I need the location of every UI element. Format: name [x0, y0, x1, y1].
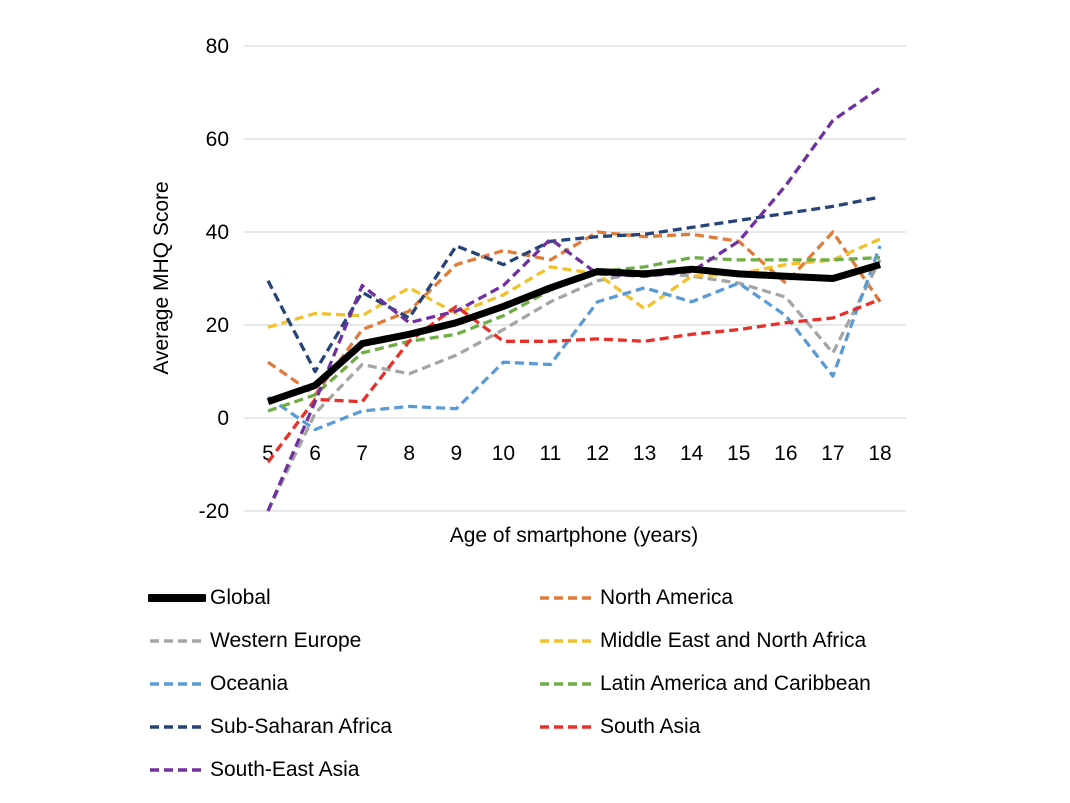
legend-item: Oceania — [148, 670, 538, 698]
legend-item: Latin America and Caribbean — [538, 670, 938, 698]
x-tick-label: 12 — [586, 442, 609, 465]
x-tick-label: 17 — [821, 442, 844, 465]
series-line-middle-east-and-north-africa — [267, 237, 881, 329]
series-lines — [266, 86, 882, 512]
x-axis-ticks: 5 6 7 8 9 10 11 12 13 14 15 16 17 18 — [262, 442, 892, 465]
y-axis-title: Average MHQ Score — [150, 181, 173, 374]
series-line-global — [266, 261, 881, 406]
series-line-oceania — [267, 245, 882, 432]
legend-swatch — [538, 634, 596, 648]
legend-item: North America — [538, 584, 938, 612]
x-tick-label: 8 — [403, 442, 415, 465]
y-tick-label: 80 — [206, 35, 229, 58]
legend-label: Global — [210, 586, 271, 609]
legend-label: South Asia — [600, 715, 701, 738]
legend-item: Global — [148, 584, 538, 612]
y-tick-label: 60 — [206, 128, 229, 151]
legend-item: Western Europe — [148, 627, 538, 655]
series-line-north-america — [267, 230, 882, 397]
legend-swatch — [148, 720, 206, 734]
legend-label: Sub-Saharan Africa — [210, 715, 393, 738]
x-tick-label: 9 — [450, 442, 462, 465]
x-tick-label: 13 — [633, 442, 656, 465]
legend-swatch — [538, 591, 596, 605]
legend-item: South Asia — [538, 713, 938, 741]
legend-swatch — [148, 634, 206, 648]
y-tick-label: 40 — [206, 221, 229, 244]
legend-swatch — [148, 591, 206, 605]
y-tick-label: 0 — [217, 407, 229, 430]
y-tick-label: 20 — [206, 314, 229, 337]
legend-swatch — [538, 677, 596, 691]
x-tick-label: 6 — [309, 442, 321, 465]
legend-label: Middle East and North Africa — [600, 629, 867, 652]
legend-label: Western Europe — [210, 629, 362, 652]
legend-swatch — [148, 763, 206, 777]
x-tick-label: 11 — [540, 442, 562, 465]
legend-item: Sub-Saharan Africa — [148, 713, 538, 741]
series-line-south-asia — [266, 297, 881, 464]
y-tick-label: -20 — [199, 500, 229, 523]
x-tick-label: 15 — [727, 442, 750, 465]
x-tick-label: 14 — [680, 442, 704, 465]
series-line-sub-saharan-africa — [266, 195, 881, 374]
legend-label: North America — [600, 586, 734, 609]
x-tick-label: 18 — [868, 442, 891, 465]
x-axis-title: Age of smartphone (years) — [450, 524, 699, 547]
x-tick-label: 7 — [356, 442, 368, 465]
legend-label: Oceania — [210, 672, 289, 695]
legend-item: South-East Asia — [148, 756, 538, 784]
legend-item: Middle East and North Africa — [538, 627, 938, 655]
line-chart: -20 0 20 40 60 80 5 6 7 8 9 10 11 12 13 14 15 16 17 18 Age… — [150, 35, 906, 547]
legend-label: Latin America and Caribbean — [600, 672, 871, 695]
x-tick-label: 16 — [774, 442, 797, 465]
legend-swatch — [148, 677, 206, 691]
legend-swatch — [538, 720, 596, 734]
x-tick-label: 5 — [262, 442, 274, 465]
series-line-south-east-asia — [266, 86, 881, 512]
series-line-western-europe — [266, 259, 882, 512]
y-axis-ticks: -20 0 20 40 60 80 — [199, 35, 229, 523]
legend: Global North America Western Europe Middle … — [148, 584, 948, 784]
gridlines — [244, 45, 906, 512]
legend-label: South-East Asia — [210, 758, 360, 781]
x-tick-label: 10 — [492, 442, 515, 465]
